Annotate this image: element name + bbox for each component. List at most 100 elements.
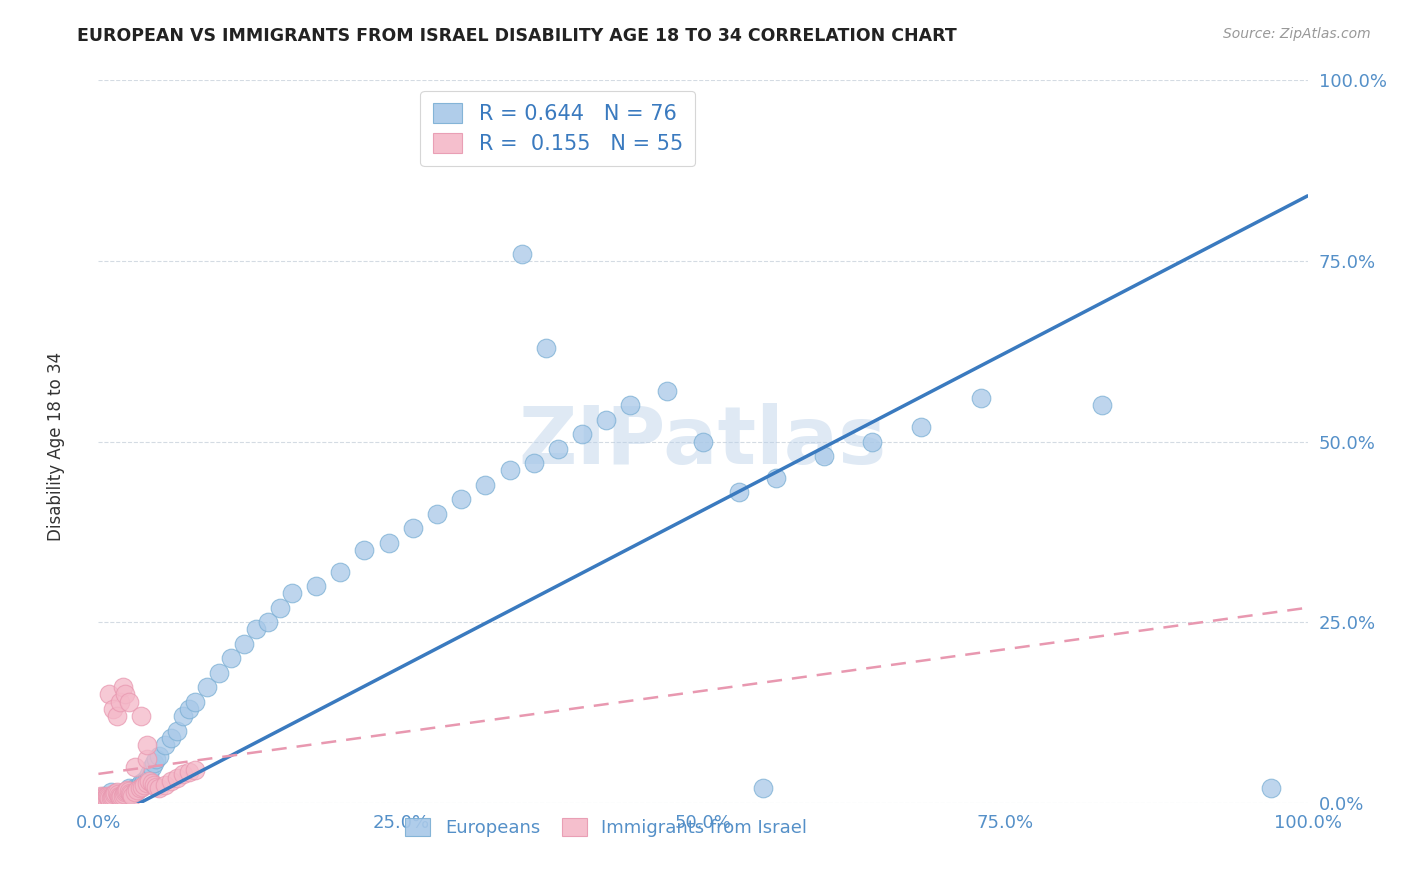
Point: [450, 492, 472, 507]
Point: [534, 341, 557, 355]
Point: [101, 789, 124, 803]
Point: [166, 723, 188, 738]
Point: [94, 790, 117, 805]
Point: [474, 478, 496, 492]
Point: [125, 784, 148, 798]
Point: [510, 246, 533, 260]
Point: [752, 781, 775, 796]
Point: [105, 792, 128, 806]
Point: [105, 709, 128, 723]
Point: [1091, 398, 1114, 412]
Point: [765, 470, 787, 484]
Point: [131, 780, 153, 794]
Point: [97, 790, 120, 805]
Point: [101, 790, 124, 805]
Point: [860, 434, 883, 449]
Point: [208, 665, 231, 680]
Point: [813, 449, 835, 463]
Text: Disability Age 18 to 34: Disability Age 18 to 34: [48, 351, 65, 541]
Point: [221, 651, 243, 665]
Point: [108, 789, 131, 803]
Point: [1260, 781, 1282, 796]
Point: [100, 790, 122, 805]
Point: [118, 785, 141, 799]
Point: [112, 785, 135, 799]
Point: [269, 600, 291, 615]
Point: [619, 398, 641, 412]
Point: [108, 695, 131, 709]
Point: [117, 790, 139, 805]
Point: [329, 565, 352, 579]
Point: [93, 789, 115, 803]
Text: Source: ZipAtlas.com: Source: ZipAtlas.com: [1223, 27, 1371, 41]
Point: [124, 785, 146, 799]
Point: [127, 780, 149, 794]
Point: [111, 790, 134, 805]
Point: [135, 775, 157, 789]
Point: [127, 782, 149, 797]
Point: [110, 789, 132, 804]
Point: [121, 789, 143, 803]
Point: [145, 752, 167, 766]
Text: ZIPatlas: ZIPatlas: [519, 402, 887, 481]
Point: [305, 579, 328, 593]
Point: [692, 434, 714, 449]
Point: [143, 778, 166, 792]
Point: [103, 789, 125, 803]
Point: [728, 485, 751, 500]
Legend: Europeans, Immigrants from Israel: Europeans, Immigrants from Israel: [398, 811, 814, 845]
Point: [166, 771, 188, 785]
Point: [595, 413, 617, 427]
Point: [377, 535, 399, 549]
Point: [498, 463, 520, 477]
Point: [135, 752, 157, 766]
Point: [571, 427, 593, 442]
Point: [153, 778, 176, 792]
Point: [98, 687, 121, 701]
Point: [121, 786, 143, 800]
Point: [108, 790, 131, 805]
Point: [97, 790, 120, 805]
Point: [232, 637, 254, 651]
Point: [141, 760, 163, 774]
Point: [111, 680, 134, 694]
Point: [124, 781, 146, 796]
Point: [96, 789, 118, 804]
Point: [131, 778, 153, 792]
Point: [160, 774, 183, 789]
Point: [112, 787, 135, 801]
Point: [148, 781, 170, 796]
Point: [114, 785, 136, 799]
Point: [281, 586, 304, 600]
Point: [172, 709, 194, 723]
Point: [970, 391, 993, 405]
Point: [124, 760, 146, 774]
Point: [135, 771, 157, 785]
Point: [118, 784, 141, 798]
Point: [108, 791, 131, 805]
Point: [179, 765, 201, 780]
Point: [104, 786, 127, 800]
Point: [127, 782, 149, 797]
Point: [910, 420, 932, 434]
Point: [135, 738, 157, 752]
Point: [100, 792, 122, 806]
Point: [134, 774, 156, 789]
Point: [523, 456, 546, 470]
Point: [160, 731, 183, 745]
Point: [107, 787, 129, 801]
Point: [195, 680, 218, 694]
Point: [256, 615, 278, 630]
Point: [115, 784, 138, 798]
Point: [120, 782, 142, 797]
Point: [110, 789, 132, 803]
Point: [143, 756, 166, 770]
Point: [184, 764, 207, 778]
Point: [101, 702, 124, 716]
Point: [111, 789, 134, 803]
Point: [90, 789, 112, 803]
Text: EUROPEAN VS IMMIGRANTS FROM ISRAEL DISABILITY AGE 18 TO 34 CORRELATION CHART: EUROPEAN VS IMMIGRANTS FROM ISRAEL DISAB…: [77, 27, 957, 45]
Point: [145, 780, 167, 794]
Point: [134, 778, 156, 792]
Point: [100, 785, 122, 799]
